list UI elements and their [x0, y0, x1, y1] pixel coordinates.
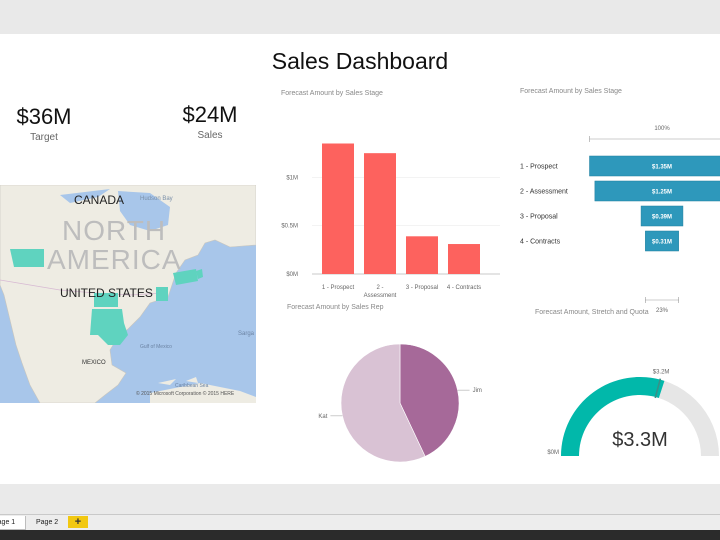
- bar-chart-y-tick-label: $0M: [286, 272, 298, 278]
- map-region-new-england[interactable]: [196, 269, 203, 279]
- funnel-bottom-label: 23%: [656, 308, 669, 314]
- bar-chart-x-label: 2 -: [376, 285, 383, 291]
- report-canvas: Sales Dashboard $36M Target $24M Sales C…: [0, 34, 720, 484]
- map-region-oklahoma[interactable]: [94, 293, 118, 307]
- filled-map[interactable]: CANADA Hudson Bay NORTH AMERICA UNITED S…: [0, 185, 256, 403]
- gauge-title: Forecast Amount, Stretch and Quota: [535, 309, 649, 316]
- tab-page-1[interactable]: Page 1: [0, 516, 26, 530]
- taskbar: [0, 530, 720, 540]
- bar-chart-x-label: 4 - Contracts: [447, 285, 481, 291]
- funnel-bar[interactable]: [640, 205, 684, 227]
- bar-chart-y-tick-label: $1M: [286, 175, 298, 181]
- funnel-chart[interactable]: 100% $1.35M 1 - Prospect $1.25M 2 - Assessme…: [510, 124, 720, 314]
- map-label-mexico: MEXICO: [82, 360, 106, 366]
- pie-chart[interactable]: Jim Kat: [300, 324, 520, 474]
- bar-chart-x-label: Assessment: [364, 293, 397, 299]
- map-region-new-york[interactable]: [173, 269, 198, 285]
- report-header-bar: [0, 0, 720, 35]
- bar-chart[interactable]: $0M $0.5M $1M 1 - Prospect 2 - Assessment 3 -…: [278, 100, 508, 299]
- pie-slice[interactable]: [399, 343, 460, 457]
- kpi-target-value[interactable]: $36M: [16, 104, 72, 129]
- funnel-value-label: $1.35M: [652, 165, 672, 171]
- map-label-north: NORTH: [62, 215, 167, 246]
- map-label-caribbean: Caribbean Sea: [175, 383, 209, 389]
- map-attribution: © 2015 Microsoft Corporation © 2015 HERE: [136, 391, 235, 397]
- pie-slice-label: Jim: [473, 388, 482, 394]
- gauge-value-label: $3.3M: [612, 429, 668, 451]
- map-label-sargasso: Sarga: [238, 331, 255, 337]
- map-region-virginia[interactable]: [156, 287, 168, 301]
- bar-chart-marks[interactable]: [322, 143, 480, 275]
- map-label-canada: CANADA: [74, 193, 125, 207]
- gauge-chart[interactable]: $3.2M $0M $3.3M: [530, 324, 720, 474]
- kpi-sales-label: Sales: [197, 130, 223, 141]
- funnel-stage-label: 4 - Contracts: [520, 239, 561, 246]
- bar-chart-bar[interactable]: [448, 244, 480, 274]
- funnel-bar[interactable]: [594, 180, 720, 202]
- funnel-chart-title: Forecast Amount by Sales Stage: [520, 88, 622, 95]
- funnel-value-label: $0.39M: [652, 215, 672, 221]
- funnel-bar[interactable]: [645, 230, 679, 252]
- funnel-chart-marks[interactable]: 100% $1.35M 1 - Prospect $1.25M 2 - Assessme…: [520, 126, 720, 314]
- pie-chart-marks[interactable]: Jim Kat: [318, 343, 482, 463]
- pie-slice[interactable]: [340, 343, 426, 463]
- map-region-texas[interactable]: [90, 309, 128, 345]
- page-title: Sales Dashboard: [271, 48, 449, 74]
- gauge-min-label: $0M: [547, 450, 559, 456]
- funnel-value-label: $0.31M: [652, 240, 672, 246]
- map-label-gulf: Gulf of Mexico: [140, 344, 172, 350]
- pie-chart-title: Forecast Amount by Sales Rep: [287, 304, 384, 311]
- gauge-target-label: $3.2M: [653, 370, 670, 376]
- funnel-value-label: $1.25M: [652, 190, 672, 196]
- kpi-target-label: Target: [30, 132, 58, 143]
- bar-chart-x-label: 3 - Proposal: [406, 285, 438, 291]
- funnel-stage-label: 3 - Proposal: [520, 214, 558, 221]
- page-tab-bar: Page 1 Page 2 +: [0, 514, 720, 531]
- bar-chart-title: Forecast Amount by Sales Stage: [281, 90, 383, 97]
- kpi-sales-value[interactable]: $24M: [182, 102, 238, 127]
- bar-chart-bar[interactable]: [322, 143, 354, 275]
- funnel-stage-label: 1 - Prospect: [520, 164, 558, 171]
- funnel-stage-label: 2 - Assessment: [520, 189, 568, 196]
- map-label-united-states: UNITED STATES: [60, 286, 153, 300]
- funnel-top-label: 100%: [654, 126, 670, 132]
- bar-chart-x-label: 1 - Prospect: [322, 285, 355, 291]
- tab-page-2[interactable]: Page 2: [36, 519, 59, 526]
- bar-chart-y-tick-label: $0.5M: [281, 224, 298, 230]
- gauge-marks[interactable]: $3.2M $0M $3.3M: [547, 370, 719, 456]
- map-label-america: AMERICA: [47, 244, 182, 275]
- map-region-washington[interactable]: [10, 249, 44, 267]
- pie-slice-label: Kat: [318, 414, 327, 420]
- bar-chart-x-labels: 1 - Prospect 2 - Assessment 3 - Proposal 4 -…: [322, 285, 481, 299]
- funnel-bar[interactable]: [589, 155, 720, 177]
- bar-chart-bar[interactable]: [406, 236, 438, 274]
- map-basemap: [0, 185, 256, 403]
- add-page-button[interactable]: +: [68, 516, 88, 528]
- canvas-footer-area: [0, 484, 720, 514]
- gauge-target-marker[interactable]: [654, 378, 662, 399]
- bar-chart-bar[interactable]: [364, 153, 396, 274]
- gauge-value-arc[interactable]: [561, 377, 665, 456]
- map-label-hudson: Hudson Bay: [140, 196, 173, 202]
